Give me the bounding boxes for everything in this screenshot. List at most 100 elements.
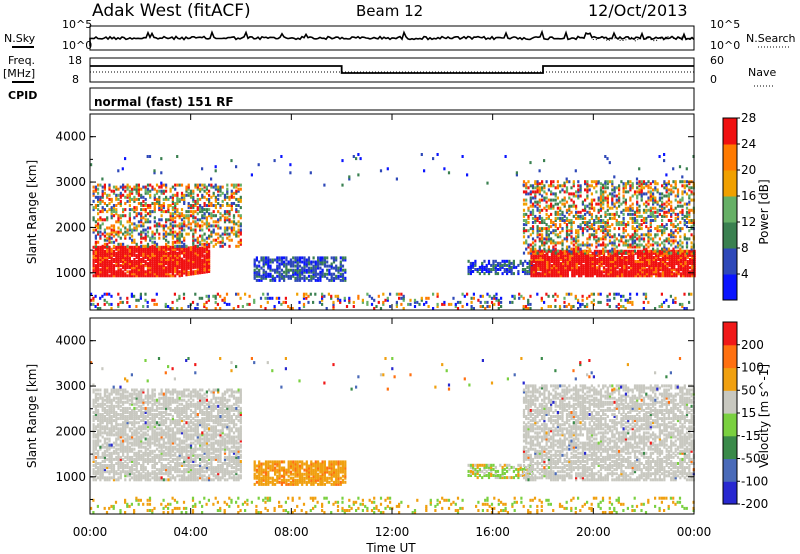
power-echo-cell	[144, 238, 147, 242]
power-echo-cell	[575, 270, 578, 274]
power-echo-cell	[330, 274, 333, 278]
power-echo-cell	[627, 260, 630, 263]
power-echo-cell	[624, 229, 627, 233]
power-echo-cell	[332, 276, 336, 280]
power-echo-cell	[558, 305, 562, 308]
power-echo-cell	[133, 195, 136, 199]
power-echo-cell	[146, 212, 150, 216]
power-echo-cell	[135, 185, 138, 189]
power-echo-cell	[581, 231, 584, 235]
power-echo-cell	[101, 195, 104, 199]
power-echo-cell	[670, 204, 673, 208]
velocity-echo-cell	[92, 439, 95, 443]
power-echo-cell	[99, 202, 102, 205]
power-echo-cell	[676, 214, 680, 218]
power-echo-cell	[545, 223, 548, 227]
velocity-echo-cell	[92, 468, 95, 472]
power-echo-cell	[672, 231, 675, 235]
power-echo-cell	[140, 232, 143, 236]
power-echo-cell	[183, 261, 186, 265]
power-echo-cell	[538, 229, 541, 233]
power-echo-cell	[144, 202, 147, 205]
power-echo-cell	[128, 218, 131, 222]
power-echo-cell	[543, 206, 546, 210]
power-echo-cell	[639, 251, 642, 255]
power-echo-cell	[659, 249, 662, 253]
power-echo-cell	[636, 268, 640, 272]
power-echo-cell	[591, 253, 594, 257]
power-echo-cell	[194, 261, 197, 265]
velocity-echo-cell	[101, 427, 104, 431]
power-echo-cell	[196, 247, 199, 251]
power-echo-cell	[237, 214, 240, 218]
power-echo-cell	[101, 251, 104, 255]
power-echo-cell	[373, 298, 376, 302]
power-echo-cell	[310, 270, 313, 274]
power-echo-cell	[575, 235, 578, 239]
power-echo-cell	[667, 208, 670, 212]
power-echo-cell	[106, 218, 109, 222]
power-echo-cell	[670, 200, 673, 204]
power-echo-cell	[571, 266, 574, 270]
power-echo-cell	[139, 296, 142, 300]
power-echo-cell	[622, 227, 625, 231]
power-echo-cell	[589, 268, 592, 272]
power-echo-cell	[140, 251, 143, 255]
power-echo-cell	[654, 216, 657, 220]
power-echo-cell	[382, 302, 385, 306]
power-echo-cell	[683, 307, 686, 310]
power-echo-cell	[606, 294, 609, 298]
power-echo-cell	[612, 262, 615, 266]
power-echo-cell	[524, 272, 527, 276]
power-echo-cell	[155, 191, 159, 195]
power-echo-cell	[623, 264, 626, 268]
power-echo-cell	[201, 252, 204, 256]
power-echo-cell	[631, 239, 634, 243]
power-echo-cell	[596, 272, 599, 276]
power-echo-cell	[550, 204, 553, 208]
power-echo-cell	[664, 264, 667, 268]
power-echo-cell	[146, 242, 150, 246]
power-echo-cell	[541, 258, 544, 261]
power-echo-cell	[239, 238, 242, 242]
power-echo-cell	[608, 180, 612, 184]
power-echo-cell	[562, 270, 565, 274]
power-echo-cell	[187, 206, 190, 210]
power-echo-cell	[553, 251, 556, 255]
power-echo-cell	[99, 226, 102, 230]
power-echo-cell	[110, 256, 113, 259]
power-echo-cell	[205, 222, 208, 226]
power-echo-cell	[566, 268, 569, 272]
power-echo-cell	[664, 260, 667, 263]
power-echo-cell	[563, 196, 566, 200]
power-echo-cell	[590, 198, 593, 202]
power-echo-cell	[194, 247, 197, 251]
power-echo-cell	[214, 294, 217, 298]
power-echo-cell	[232, 214, 236, 218]
power-echo-cell	[219, 185, 222, 189]
power-echo-cell	[117, 197, 120, 201]
power-echo-cell	[101, 210, 104, 214]
power-echo-cell	[167, 262, 170, 266]
power-echo-cell	[128, 274, 131, 278]
power-echo-cell	[217, 232, 220, 236]
power-echo-cell	[226, 226, 229, 230]
power-echo-cell	[586, 296, 589, 300]
power-echo-cell	[146, 226, 150, 230]
power-echo-cell	[142, 305, 145, 308]
power-echo-cell	[600, 256, 603, 259]
power-echo-cell	[124, 272, 127, 276]
power-echo-cell	[503, 263, 506, 267]
power-echo-cell	[283, 256, 286, 260]
power-echo-cell	[185, 250, 188, 254]
power-echo-cell	[230, 204, 233, 207]
power-echo-cell	[203, 232, 206, 236]
power-echo-cell	[672, 298, 675, 302]
power-echo-cell	[178, 257, 181, 261]
power-echo-cell	[688, 200, 691, 204]
power-echo-cell	[616, 274, 619, 278]
power-echo-cell	[217, 226, 220, 230]
power-echo-cell	[189, 260, 193, 264]
power-echo-cell	[165, 232, 168, 236]
power-echo-cell	[544, 270, 547, 274]
